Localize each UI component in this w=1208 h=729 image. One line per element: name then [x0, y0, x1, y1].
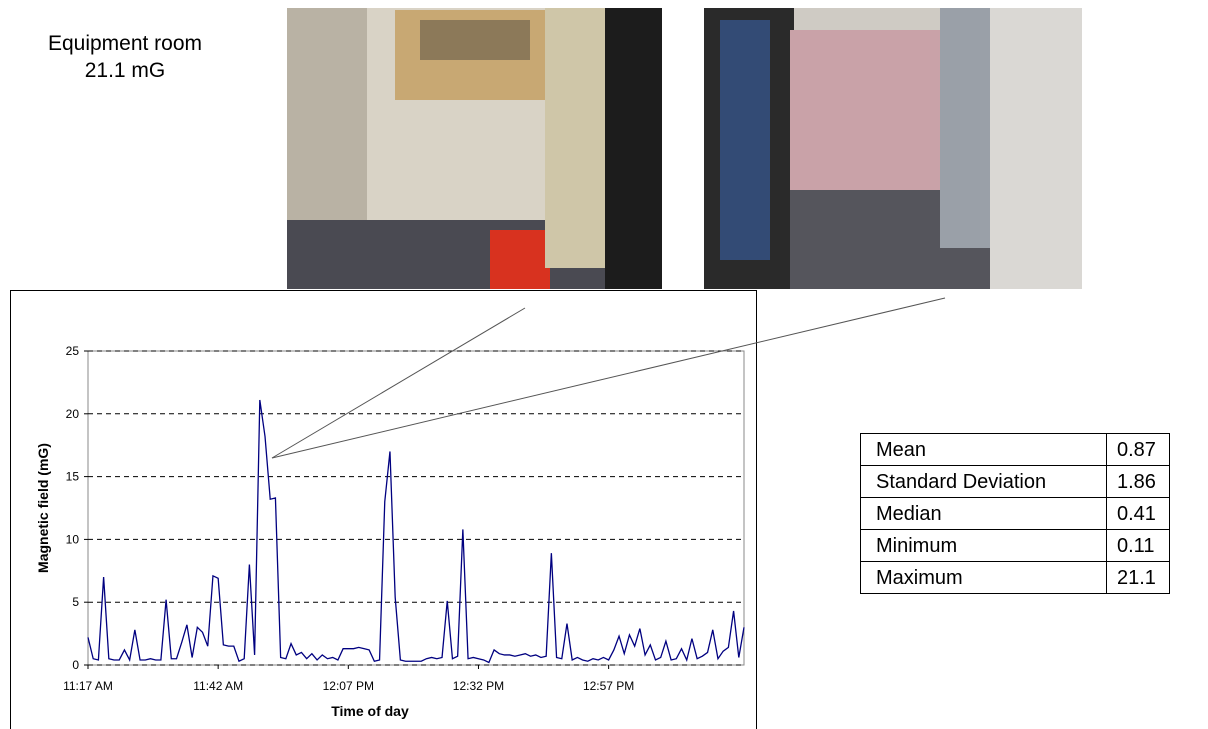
y-axis-title: Magnetic field (mG)	[35, 443, 51, 573]
stat-name: Median	[860, 497, 1107, 530]
stats-table: Mean 0.87 Standard Deviation 1.86 Median 0.41…	[860, 433, 1170, 594]
table-row: Minimum 0.11	[860, 529, 1170, 562]
table-row: Standard Deviation 1.86	[860, 465, 1170, 498]
stat-value: 0.11	[1106, 529, 1170, 562]
photo-right	[704, 8, 1082, 289]
x-tick-label: 11:42 AM	[193, 679, 243, 693]
x-tick-label: 12:07 PM	[323, 679, 374, 693]
stat-value: 21.1	[1106, 561, 1170, 594]
room-label: Equipment room 21.1 mG	[20, 30, 230, 84]
stat-name: Mean	[860, 433, 1107, 466]
y-tick-label: 25	[66, 344, 80, 358]
plot-area	[87, 350, 745, 666]
grid: 0 5 10 15 20 25 11:17 AM 11:42 AM 12:07 PM 12:32 …	[63, 344, 744, 693]
y-tick-label: 10	[66, 532, 80, 546]
x-tick-label: 12:57 PM	[583, 679, 634, 693]
y-tick-label: 20	[66, 407, 80, 421]
data-line	[87, 399, 745, 664]
stat-name: Standard Deviation	[860, 465, 1107, 498]
stat-value: 1.86	[1106, 465, 1170, 498]
callout-line	[271, 307, 526, 459]
x-tick-label: 12:32 PM	[453, 679, 504, 693]
callout-line	[271, 297, 946, 459]
stat-value: 0.41	[1106, 497, 1170, 530]
y-tick-label: 5	[72, 595, 79, 609]
room-value: 21.1 mG	[84, 59, 166, 82]
table-row: Maximum 21.1	[860, 561, 1170, 594]
x-axis-title: Time of day	[331, 703, 409, 719]
y-tick-label: 15	[66, 470, 80, 484]
stat-name: Minimum	[860, 529, 1107, 562]
stat-name: Maximum	[860, 561, 1107, 594]
y-tick-label: 0	[72, 658, 79, 672]
stat-value: 0.87	[1106, 433, 1170, 466]
table-row: Median 0.41	[860, 497, 1170, 530]
plot	[87, 399, 745, 664]
table-row: Mean 0.87	[860, 433, 1170, 466]
chart-frame	[10, 290, 757, 729]
room-name: Equipment room	[47, 32, 203, 55]
photo-left	[287, 8, 662, 289]
x-tick-label: 11:17 AM	[63, 679, 113, 693]
